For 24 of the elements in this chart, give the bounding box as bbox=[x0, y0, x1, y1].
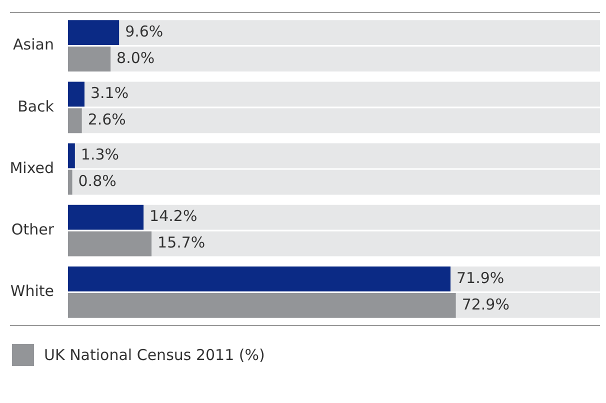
data-label: 8.0% bbox=[116, 48, 155, 67]
data-label: 71.9% bbox=[456, 268, 504, 287]
data-label: 72.9% bbox=[462, 295, 510, 314]
bar bbox=[68, 204, 144, 230]
bar bbox=[68, 231, 152, 256]
y-tick-label: Back bbox=[18, 97, 54, 116]
bar bbox=[68, 20, 120, 46]
y-tick-label: White bbox=[10, 282, 54, 300]
data-label: 0.8% bbox=[78, 172, 116, 190]
legend-label: UK National Census 2011 (%) bbox=[44, 346, 265, 364]
bar bbox=[68, 46, 111, 72]
data-label: 14.2% bbox=[150, 207, 198, 226]
data-label: 9.6% bbox=[125, 22, 164, 40]
data-label: 15.7% bbox=[158, 234, 206, 252]
bar bbox=[68, 82, 84, 107]
bar bbox=[68, 108, 82, 134]
data-label: 1.3% bbox=[80, 146, 120, 164]
y-tick-label: Mixed bbox=[10, 158, 54, 177]
y-tick-label: Other bbox=[11, 220, 55, 238]
y-tick-label: Asian bbox=[13, 36, 54, 54]
bar bbox=[68, 170, 72, 195]
data-label: 3.1% bbox=[90, 84, 129, 102]
bar bbox=[68, 143, 75, 168]
data-label: 2.6% bbox=[88, 110, 126, 129]
